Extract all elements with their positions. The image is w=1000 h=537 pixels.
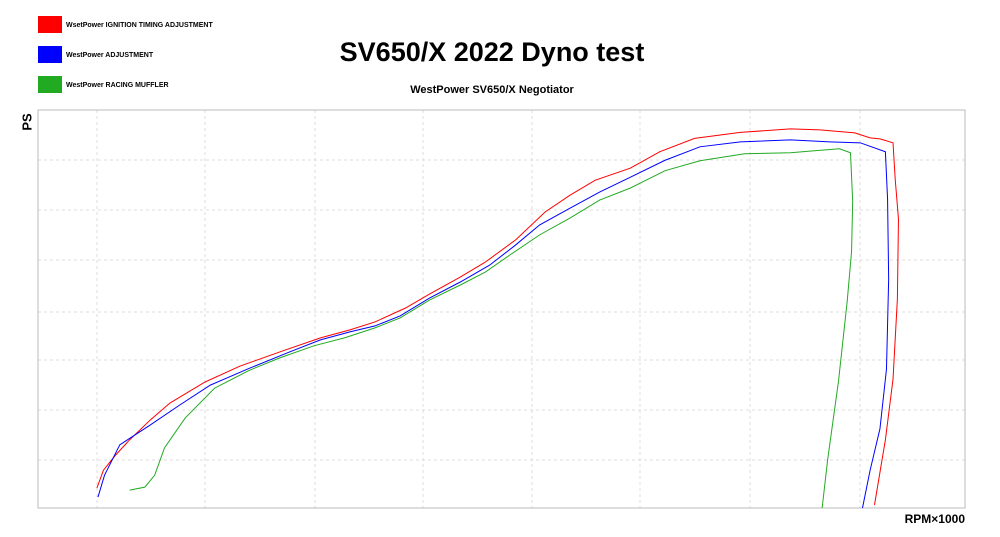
chart-title: SV650/X 2022 Dyno test (340, 37, 645, 67)
plot (96, 128, 899, 509)
y-axis-label: PS (19, 113, 34, 131)
chart-subtitle: WestPower SV650/X Negotiator (410, 84, 574, 96)
legend-swatch (38, 16, 62, 33)
plot-frame (37, 109, 966, 509)
data-line (96, 128, 899, 506)
data-line (97, 139, 890, 509)
x-axis-label: RPM×1000 (905, 512, 966, 526)
legend-label: WestPower ADJUSTMENT (66, 52, 154, 59)
grid (38, 110, 965, 508)
data-line (129, 148, 854, 509)
legend-label: WsetPower IGNITION TIMING ADJUSTMENT (66, 22, 213, 29)
legend: WsetPower IGNITION TIMING ADJUSTMENT West… (38, 16, 213, 93)
legend-swatch (38, 46, 62, 63)
legend-label: WestPower RACING MUFFLER (66, 82, 169, 89)
legend-swatch (38, 76, 62, 93)
